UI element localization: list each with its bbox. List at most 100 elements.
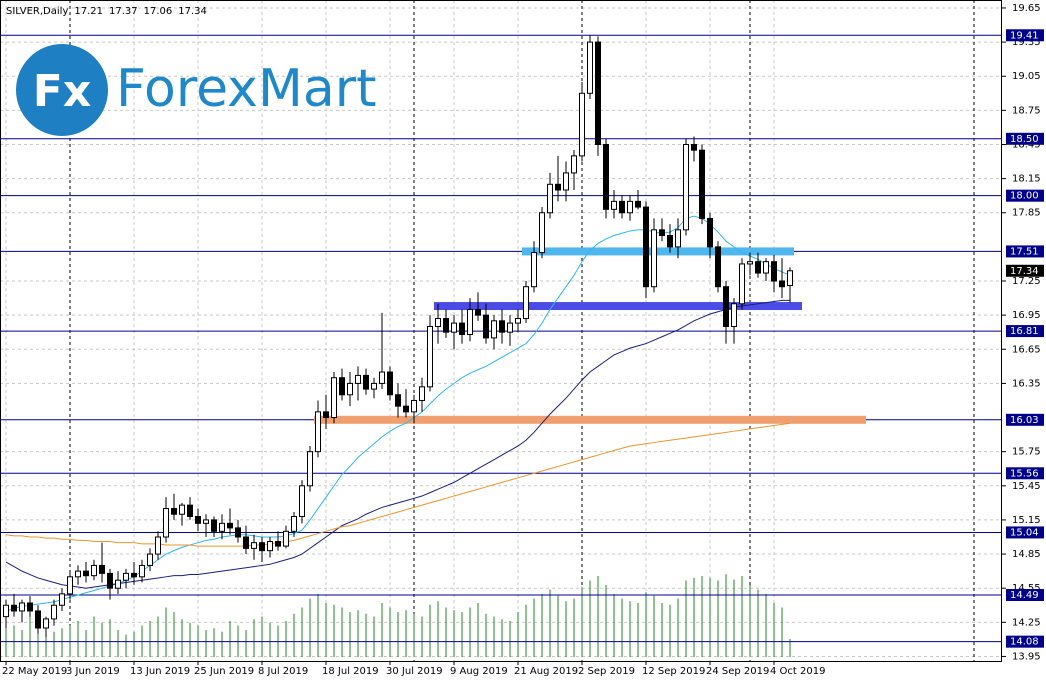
- candle-body: [555, 183, 561, 191]
- y-tick-label: 15.45: [1012, 481, 1041, 492]
- candle-body: [43, 618, 49, 629]
- candle-body: [387, 371, 393, 396]
- candle-body: [3, 604, 9, 618]
- x-tick-label: 4 Oct 2019: [770, 666, 825, 677]
- candle-body: [203, 519, 209, 524]
- last-price-label: 17.34: [1010, 266, 1039, 277]
- candle-body: [411, 399, 417, 413]
- level-label: 18.50: [1010, 134, 1039, 145]
- candle-body: [675, 229, 681, 248]
- level-label-box: [1006, 589, 1044, 602]
- candle-body: [467, 308, 473, 335]
- x-tick-label: 24 Sep 2019: [706, 666, 769, 677]
- candle-body: [27, 602, 33, 612]
- candle-body: [171, 508, 177, 515]
- candle-body: [315, 411, 321, 453]
- candle-body: [83, 570, 89, 577]
- candle-body: [227, 522, 233, 529]
- moving-average: [5, 422, 791, 547]
- candle-body: [163, 508, 169, 538]
- candle-body: [611, 200, 617, 210]
- level-label-box: [1006, 325, 1044, 338]
- zone: [434, 302, 802, 311]
- candle-body: [443, 318, 449, 333]
- chart-title: SILVER,Daily 17.21 17.37 17.06 17.34: [6, 6, 207, 17]
- x-tick-label: 25 Jun 2019: [194, 666, 254, 677]
- candle-body: [587, 41, 593, 94]
- candle-body: [75, 570, 81, 578]
- candle-body: [459, 322, 465, 335]
- candle-body: [579, 92, 585, 157]
- candle-body: [99, 564, 105, 574]
- level-label-box: [1006, 29, 1044, 42]
- candle-body: [123, 572, 129, 581]
- candle-body: [683, 143, 689, 231]
- candle-body: [235, 527, 241, 538]
- x-tick-label: 30 Jul 2019: [386, 666, 443, 677]
- zone: [314, 415, 866, 424]
- candle-body: [147, 553, 153, 566]
- symbol: SILVER,Daily: [6, 6, 68, 17]
- candle-body: [243, 536, 249, 549]
- candle-body: [475, 308, 481, 316]
- candle-body: [195, 516, 201, 524]
- moving-average: [5, 299, 790, 589]
- y-tick-label: 14.85: [1012, 549, 1041, 560]
- y-tick-label: 19.05: [1012, 71, 1041, 82]
- candle-body: [395, 394, 401, 407]
- y-tick-label: 18.45: [1012, 139, 1041, 150]
- candle-body: [451, 322, 457, 333]
- candle-body: [155, 536, 161, 555]
- candle-body: [715, 246, 721, 288]
- y-tick-label: 18.75: [1012, 105, 1041, 116]
- level-label-box: [1006, 132, 1044, 145]
- candle-body: [699, 149, 705, 219]
- candle-body: [723, 286, 729, 328]
- candle-body: [139, 564, 145, 578]
- candle-body: [11, 604, 17, 612]
- candle-body: [539, 212, 545, 254]
- candle-body: [363, 374, 369, 390]
- candle-body: [771, 261, 777, 282]
- candle-body: [787, 270, 793, 287]
- y-tick-label: 18.15: [1012, 174, 1041, 185]
- zone: [522, 247, 794, 256]
- level-label: 18.00: [1010, 191, 1039, 202]
- candle-body: [619, 200, 625, 214]
- candle-body: [507, 322, 513, 333]
- candle-body: [347, 382, 353, 396]
- candle-body: [755, 261, 761, 274]
- candle-body: [659, 229, 665, 237]
- candle-body: [355, 374, 361, 384]
- y-tick-label: 16.95: [1012, 310, 1041, 321]
- candle-body: [331, 377, 337, 419]
- candle-body: [739, 263, 745, 305]
- level-label-box: [1006, 189, 1044, 202]
- candle-body: [211, 519, 217, 532]
- level-label: 16.81: [1010, 326, 1039, 337]
- title-open: 17.21: [74, 6, 103, 17]
- candle-body: [59, 593, 65, 606]
- level-label: 19.41: [1010, 30, 1039, 41]
- level-label-box: [1006, 635, 1044, 648]
- y-tick-label: 15.15: [1012, 515, 1041, 526]
- candle-body: [547, 183, 553, 214]
- x-tick-label: 12 Sep 2019: [642, 666, 705, 677]
- candle-body: [747, 261, 753, 265]
- level-label-box: [1006, 245, 1044, 258]
- y-tick-label: 17.85: [1012, 208, 1041, 219]
- candle-body: [179, 504, 185, 515]
- candle-body: [219, 522, 225, 532]
- level-label: 14.08: [1010, 637, 1039, 648]
- y-tick-label: 19.35: [1012, 37, 1041, 48]
- candle-body: [531, 252, 537, 288]
- y-tick-label: 13.95: [1012, 651, 1041, 662]
- logo-text: ForexMart: [116, 59, 376, 119]
- candle-body: [643, 206, 649, 288]
- y-tick-label: 16.65: [1012, 344, 1041, 355]
- x-tick-label: 8 Jul 2019: [258, 666, 308, 677]
- candle-body: [115, 579, 121, 589]
- candle-body: [667, 235, 673, 248]
